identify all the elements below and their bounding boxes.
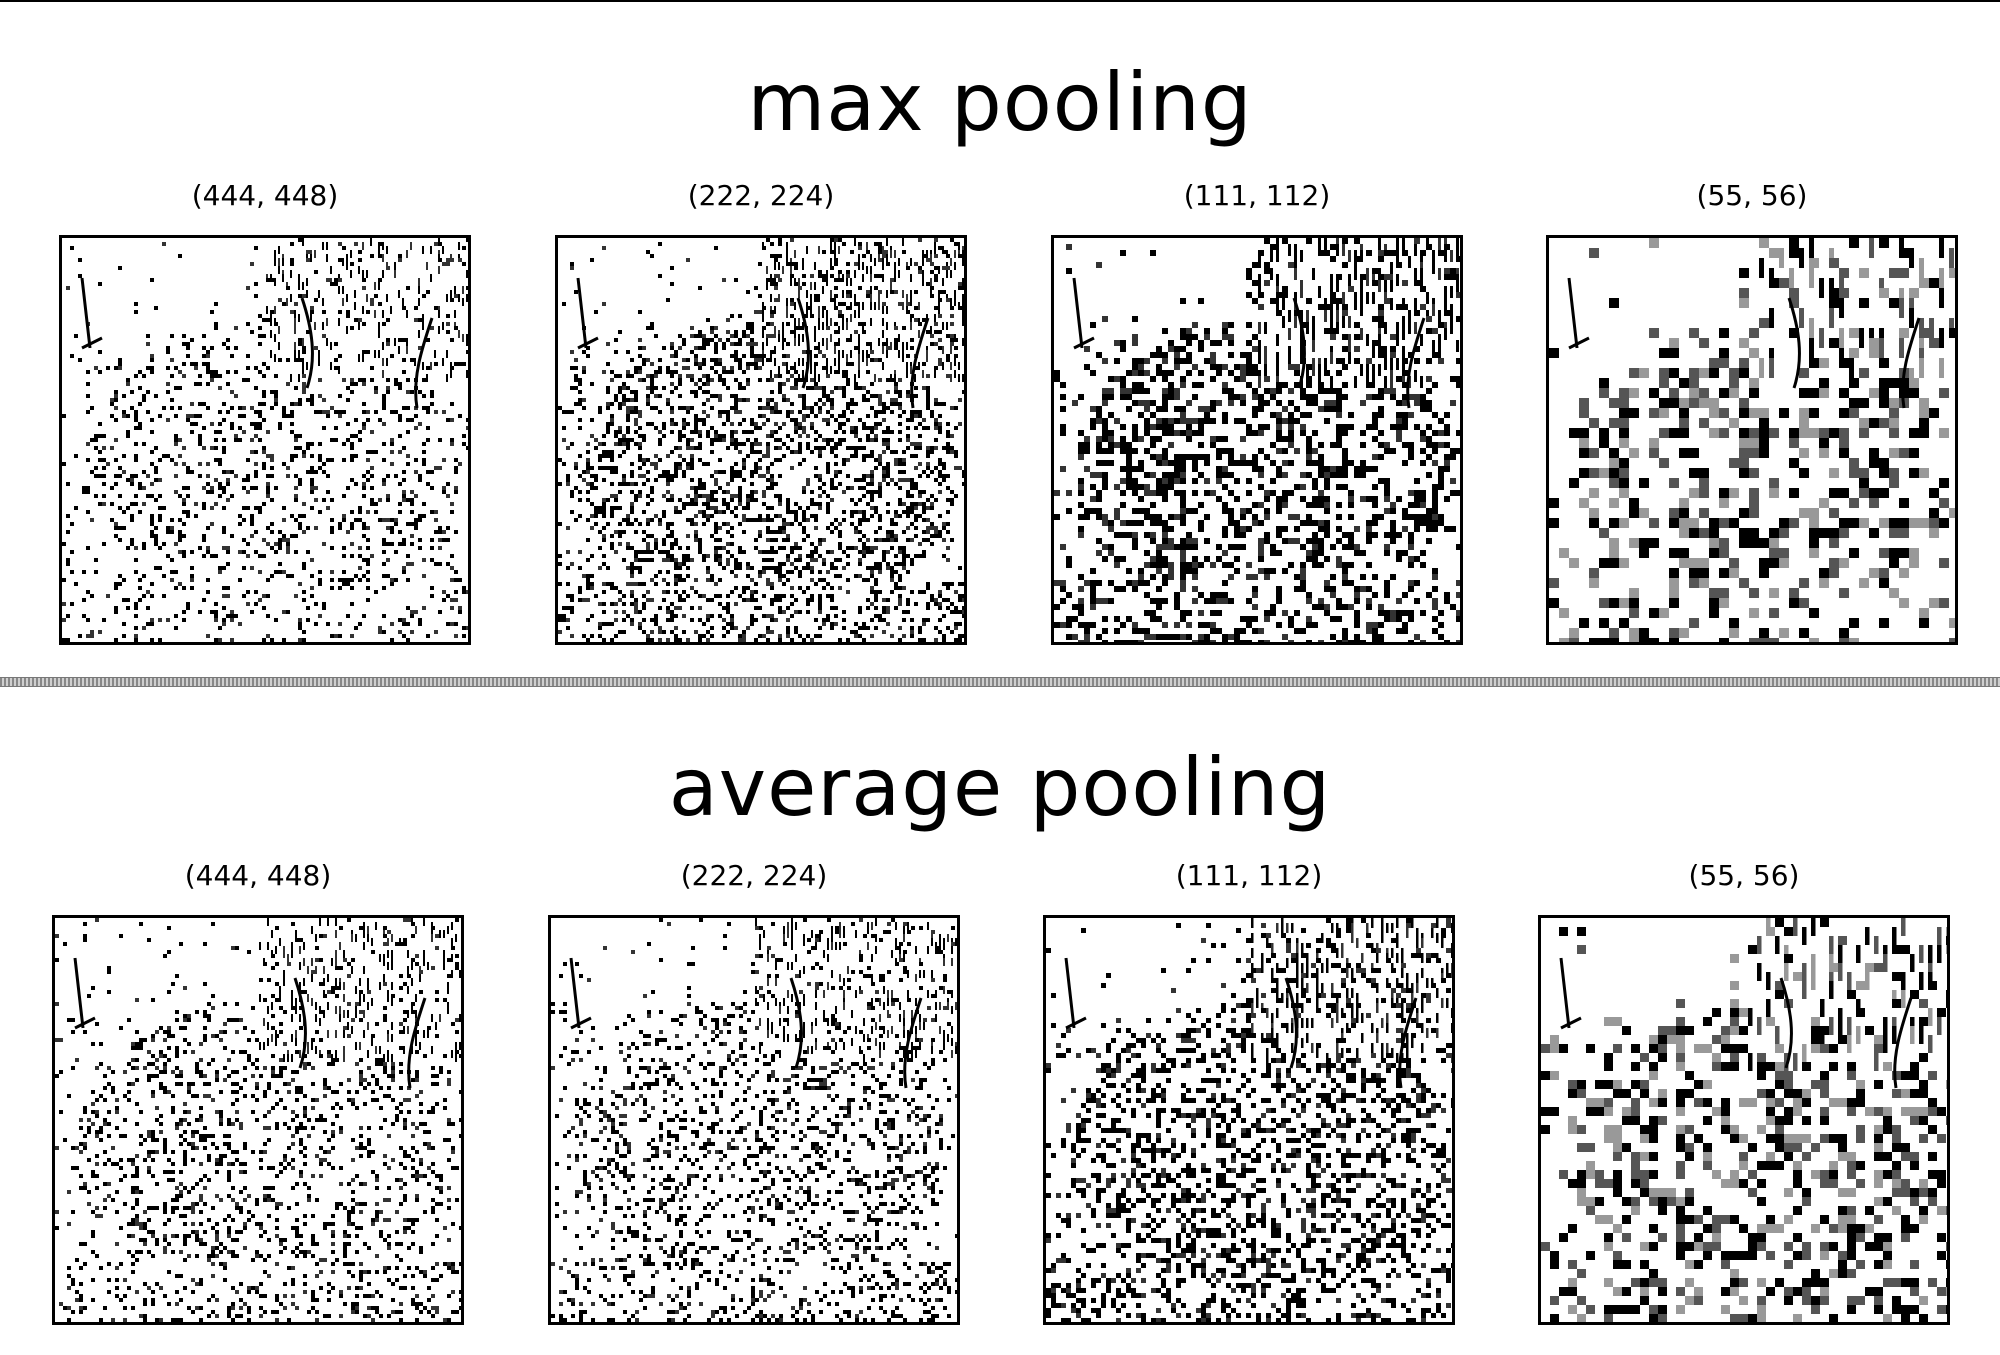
edge-map-image — [1051, 235, 1463, 645]
edge-map-image — [1546, 235, 1958, 645]
panel-max-222: (222, 224) — [555, 178, 967, 658]
panel-avg-222: (222, 224) — [548, 858, 960, 1338]
panel-label: (222, 224) — [687, 179, 835, 212]
section-divider — [0, 677, 2000, 687]
panel-label: (222, 224) — [680, 859, 828, 892]
cat-edge-drawing — [558, 238, 964, 642]
panel-avg-111: (111, 112) — [1043, 858, 1455, 1338]
panel-max-55: (55, 56) — [1546, 178, 1958, 658]
panel-label: (111, 112) — [1183, 179, 1331, 212]
panel-max-444: (444, 448) — [59, 178, 471, 658]
max-pooling-section: max pooling (444, 448) (222, 224) (111, … — [0, 5, 2000, 667]
cat-edge-drawing — [551, 918, 957, 1322]
section-title: average pooling — [668, 741, 1332, 834]
edge-map-image — [1043, 915, 1455, 1325]
cat-edge-drawing — [1541, 918, 1947, 1322]
edge-map-image — [548, 915, 960, 1325]
edge-map-image — [59, 235, 471, 645]
average-pooling-section: average pooling (444, 448) (222, 224) (1… — [0, 690, 2000, 1352]
cat-edge-drawing — [1054, 238, 1460, 642]
top-border — [0, 0, 2000, 2]
cat-edge-drawing — [1549, 238, 1955, 642]
edge-map-image — [555, 235, 967, 645]
section-title: max pooling — [747, 56, 1253, 149]
panel-max-111: (111, 112) — [1051, 178, 1463, 658]
panel-label: (444, 448) — [191, 179, 339, 212]
panel-label: (444, 448) — [184, 859, 332, 892]
panel-avg-55: (55, 56) — [1538, 858, 1950, 1338]
cat-edge-drawing — [1046, 918, 1452, 1322]
cat-edge-drawing — [55, 918, 461, 1322]
cat-edge-drawing — [62, 238, 468, 642]
panel-label: (55, 56) — [1688, 859, 1800, 892]
panel-label: (55, 56) — [1696, 179, 1808, 212]
edge-map-image — [52, 915, 464, 1325]
panel-avg-444: (444, 448) — [52, 858, 464, 1338]
panel-label: (111, 112) — [1175, 859, 1323, 892]
edge-map-image — [1538, 915, 1950, 1325]
